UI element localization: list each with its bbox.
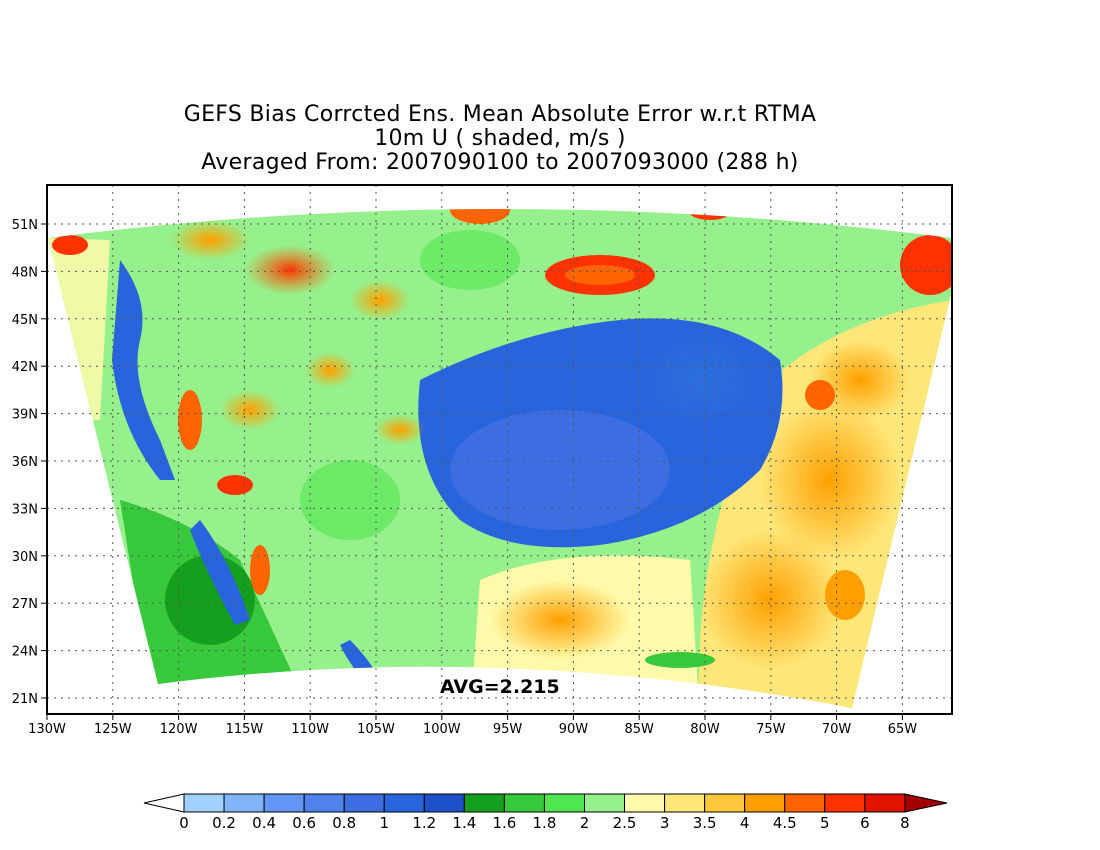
colorbar-swatch [503,793,545,813]
lat-tick-label: 42N [12,360,38,375]
colorbar-swatch [263,793,305,813]
lon-tick-label: 70W [822,722,852,737]
lat-tick-label: 27N [12,597,38,612]
colorbar-label: 4.5 [772,814,797,832]
colorbar-swatch [704,793,746,813]
lat-tick-label: 48N [12,265,38,280]
lat-tick-label: 33N [12,502,38,517]
colorbar-label: 5 [820,814,830,832]
lat-tick-label: 36N [12,455,38,470]
colorbar-label: 1.2 [412,814,437,832]
lat-tick-label: 30N [12,550,38,565]
colorbar-swatch [864,793,906,813]
lon-tick-label: 100W [423,722,461,737]
colorbar [143,793,948,813]
lat-tick-label: 21N [12,692,38,707]
colorbar-label: 3 [659,814,670,832]
longitude-tick-labels: 130W 125W 120W 115W 110W 105W 100W 95W 90W 85W 80W… [28,714,917,737]
lat-tick-label: 45N [12,313,38,328]
colorbar-swatch [624,793,666,813]
colorbar-label: 6 [860,814,870,832]
lat-tick-label: 24N [12,645,38,660]
colorbar-label: 3.5 [692,814,717,832]
colorbar-swatch [784,793,826,813]
colorbar-swatch [303,793,345,813]
colorbar-label: 2.5 [612,814,637,832]
colorbar-swatch [423,793,465,813]
colorbar-swatch [744,793,786,813]
colorbar-over-arrow [904,793,948,813]
map-frame [46,184,953,715]
lat-tick-label: 39N [12,408,38,423]
lon-tick-label: 65W [888,722,918,737]
colorbar-label: 1.4 [452,814,477,832]
colorbar-swatch [343,793,385,813]
colorbar-swatch [543,793,586,813]
title-line-1: GEFS Bias Corrcted Ens. Mean Absolute Er… [183,102,817,127]
lat-tick-label: 51N [12,218,38,233]
colorbar-label: 0.4 [252,814,277,832]
colorbar-label: 8 [900,814,910,832]
colorbar-label: 4 [739,814,750,832]
colorbar-swatch [183,793,225,813]
colorbar-label: 1.6 [492,814,517,832]
lon-tick-label: 85W [624,722,654,737]
colorbar-under-arrow [143,793,185,813]
lon-tick-label: 75W [756,722,786,737]
colorbar-swatch [584,793,626,813]
colorbar-label: 0.2 [212,814,236,832]
title-line-2: 10m U ( shaded, m/s ) [374,126,626,151]
lon-tick-label: 80W [690,722,720,737]
colorbar-label: 0.6 [292,814,317,832]
colorbar-label: 2 [579,814,590,832]
lon-tick-label: 110W [291,722,329,737]
colorbar-swatch [383,793,425,813]
colorbar-swatch [463,793,505,813]
lon-tick-label: 125W [94,722,132,737]
lon-tick-label: 130W [28,722,66,737]
colorbar-label: 0 [179,814,189,832]
colorbar-swatch [664,793,706,813]
lon-tick-label: 90W [559,722,589,737]
lon-tick-label: 105W [357,722,395,737]
lon-tick-label: 95W [493,722,523,737]
colorbar-label: 1 [379,814,390,832]
colorbar-label: 1.8 [532,814,557,832]
lon-tick-label: 115W [226,722,264,737]
colorbar-label: 0.8 [332,814,357,832]
average-label: AVG=2.215 [440,676,560,698]
title-line-3: Averaged From: 2007090100 to 2007093000 … [201,150,799,175]
shaded-field [48,209,952,708]
latitude-tick-labels: 51N 48N 45N 42N 39N 36N 33N 30N 27N 24N 21N [12,218,47,707]
lon-tick-label: 120W [160,722,198,737]
colorbar-swatch [223,793,265,813]
colorbar-swatch [824,793,866,813]
